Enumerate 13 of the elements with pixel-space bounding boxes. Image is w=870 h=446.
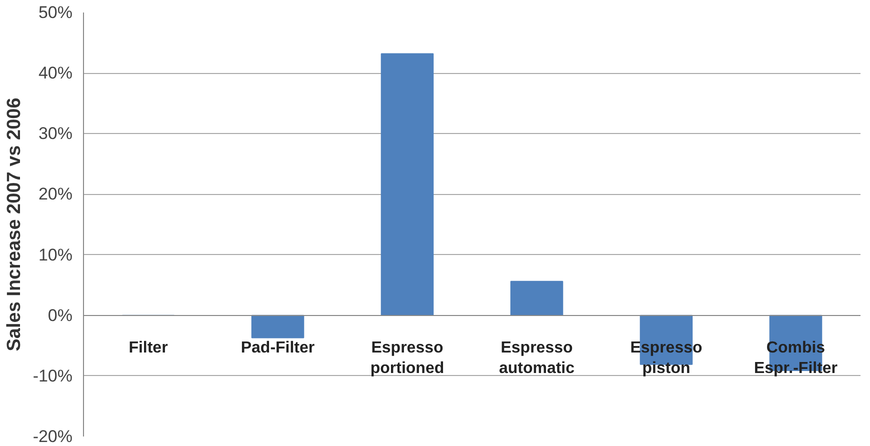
y-tick-label: 50% — [38, 3, 73, 22]
y-tick-label: 10% — [38, 245, 73, 264]
x-tick-label: Espresso portioned — [370, 339, 444, 377]
y-tick-label: -20% — [32, 427, 72, 446]
y-tick-label: 40% — [38, 64, 73, 83]
x-tick-label: Pad-Filter — [240, 339, 315, 356]
y-tick-label: 20% — [38, 184, 73, 204]
y-tick-label: 0% — [48, 306, 73, 325]
y-tick-label: -10% — [32, 366, 72, 386]
y-axis-title: Sales Increase 2007 vs 2006 — [4, 98, 25, 352]
x-tick-label: Filter — [128, 339, 168, 356]
y-tick-label: 30% — [38, 124, 73, 144]
x-tick-label: Espresso automatic — [498, 339, 575, 377]
